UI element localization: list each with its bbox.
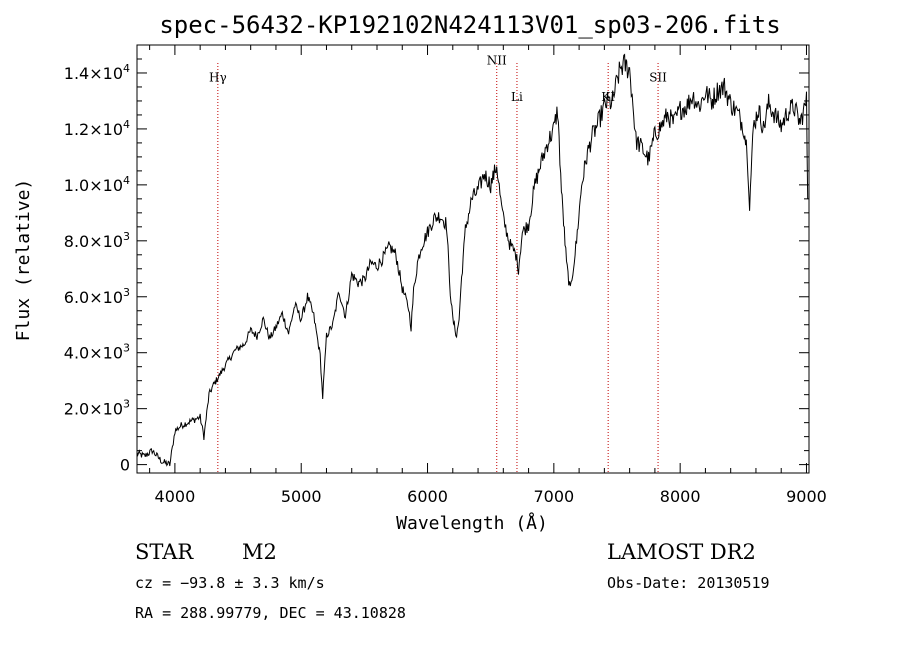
- spectral-line-label: Hγ: [209, 70, 227, 84]
- x-tick-label: 5000: [281, 487, 322, 506]
- redshift-cz: cz = −93.8 ± 3.3 km/s: [135, 574, 325, 592]
- series-group: [136, 53, 809, 467]
- x-tick-label: 7000: [533, 487, 574, 506]
- y-tick-label: 6.0×103: [64, 286, 130, 307]
- y-tick-label: 0: [120, 456, 130, 475]
- observation-date: Obs-Date: 20130519: [607, 574, 770, 592]
- x-tick-label: 8000: [660, 487, 701, 506]
- x-tick-label: 9000: [786, 487, 827, 506]
- y-axis-label: Flux (relative): [13, 179, 34, 342]
- spectral-line-label: Li: [511, 90, 523, 104]
- spectral-line-label: NII: [487, 54, 507, 68]
- x-tick-label: 6000: [407, 487, 448, 506]
- y-tick-label: 1.4×104: [64, 62, 130, 83]
- y-tick-label: 2.0×103: [64, 398, 130, 419]
- chart-title: spec-56432-KP192102N424113V01_sp03-206.f…: [159, 11, 780, 39]
- x-axis-label: Wavelength (Å): [396, 512, 548, 534]
- x-tick-label: 4000: [155, 487, 196, 506]
- plot-frame: [136, 44, 810, 474]
- y-tick-label: 1.0×104: [64, 174, 130, 195]
- y-tick-label: 8.0×103: [64, 230, 130, 251]
- spectrum-chart: spec-56432-KP192102N424113V01_sp03-206.f…: [13, 11, 827, 534]
- y-tick-label: 1.2×104: [64, 118, 130, 139]
- coordinates: RA = 288.99779, DEC = 43.10828: [135, 604, 406, 622]
- object-subclass: M2: [242, 540, 277, 564]
- x-axis: 4000 5000 6000 7000 8000 9000: [149, 45, 827, 506]
- spectral-line-label: SII: [649, 70, 667, 84]
- object-class: STAR: [135, 540, 194, 564]
- y-tick-label: 4.0×103: [64, 342, 130, 363]
- spectrum-line: [136, 53, 809, 467]
- y-axis: 0 2.0×103 4.0×103 6.0×103 8.0×103 1.0×104 1.2×…: [64, 58, 809, 475]
- survey-name: LAMOST DR2: [607, 540, 756, 564]
